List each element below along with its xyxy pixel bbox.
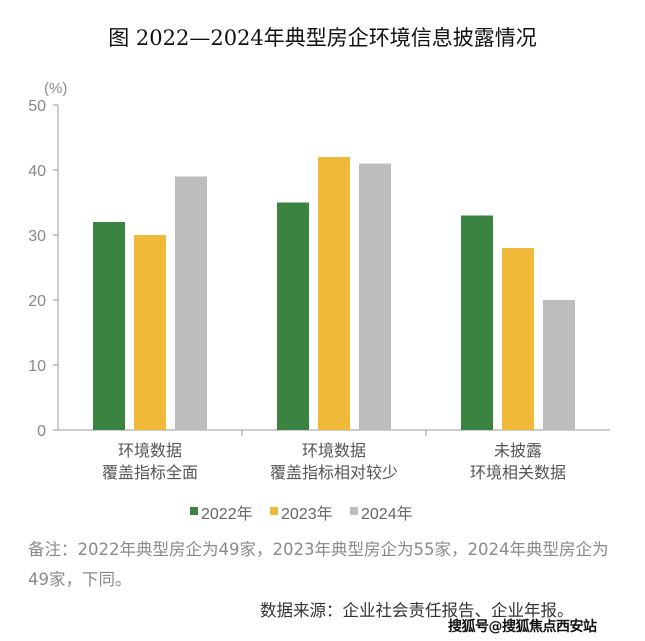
- y-tick-label: 0: [37, 423, 46, 440]
- data-source: 数据来源：企业社会责任报告、企业年报。: [260, 601, 574, 620]
- footnote: 备注：2022年典型房企为49家，2023年典型房企为55家，2024年典型房企…: [28, 540, 609, 589]
- watermark: 搜狐号@搜狐焦点西安站: [448, 619, 597, 635]
- bar-2023年-0: [134, 235, 166, 430]
- bar-2023年-1: [318, 157, 350, 430]
- y-tick-label: 40: [28, 163, 46, 180]
- chart-title: 图 2022—2024年典型房企环境信息披露情况: [108, 26, 537, 50]
- x-tick-label: 覆盖指标相对较少: [270, 463, 398, 482]
- y-tick-label: 20: [28, 293, 46, 310]
- bar-2022年-2: [461, 215, 493, 430]
- y-tick-label: 50: [28, 98, 46, 115]
- legend-label: 2024年: [361, 505, 413, 523]
- legend-swatch: [270, 507, 278, 515]
- bar-chart: (%)01020304050环境数据覆盖指标全面环境数据覆盖指标相对较少未披露环…: [28, 80, 610, 523]
- y-tick-label: 30: [28, 228, 46, 245]
- legend-swatch: [350, 507, 358, 515]
- bar-2024年-1: [359, 163, 391, 430]
- x-tick-label: 未披露: [494, 441, 542, 460]
- x-tick-label: 环境数据: [118, 441, 182, 460]
- legend-swatch: [190, 507, 198, 515]
- bar-2024年-0: [175, 176, 207, 430]
- legend-label: 2023年: [281, 505, 333, 523]
- legend-label: 2022年: [201, 505, 253, 523]
- y-tick-label: 10: [28, 358, 46, 375]
- bar-2022年-0: [93, 222, 125, 430]
- x-tick-label: 覆盖指标全面: [102, 463, 198, 482]
- bar-2023年-2: [502, 248, 534, 430]
- y-axis-label: (%): [44, 80, 67, 97]
- x-tick-label: 环境数据: [302, 441, 366, 460]
- x-tick-label: 环境相关数据: [470, 463, 566, 482]
- bar-2024年-2: [543, 300, 575, 430]
- bar-2022年-1: [277, 202, 309, 430]
